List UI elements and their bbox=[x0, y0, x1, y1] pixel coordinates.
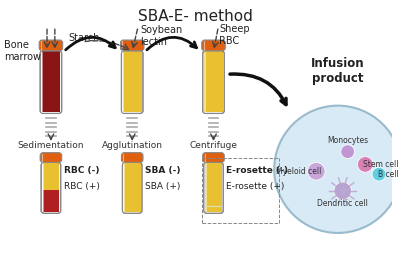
FancyBboxPatch shape bbox=[122, 51, 143, 113]
Circle shape bbox=[358, 157, 373, 172]
Bar bbox=[204, 51, 223, 113]
Text: Stem cell: Stem cell bbox=[363, 160, 399, 169]
FancyBboxPatch shape bbox=[122, 153, 143, 162]
Text: B cell: B cell bbox=[378, 170, 399, 179]
Circle shape bbox=[308, 162, 325, 180]
FancyBboxPatch shape bbox=[120, 40, 144, 51]
Text: SBA (+): SBA (+) bbox=[145, 181, 180, 191]
Text: RBC (-): RBC (-) bbox=[64, 166, 99, 175]
Bar bbox=[42, 163, 59, 190]
Circle shape bbox=[341, 145, 354, 159]
Text: Sedimentation: Sedimentation bbox=[18, 141, 84, 150]
Text: Bone
marrow: Bone marrow bbox=[4, 40, 41, 62]
Circle shape bbox=[274, 106, 400, 233]
Text: E-rosette (-): E-rosette (-) bbox=[226, 166, 288, 175]
Bar bbox=[42, 51, 60, 113]
Text: Agglutination: Agglutination bbox=[102, 141, 163, 150]
Text: Centrifuge: Centrifuge bbox=[190, 141, 238, 150]
FancyBboxPatch shape bbox=[203, 153, 224, 162]
FancyBboxPatch shape bbox=[41, 162, 61, 213]
Text: Sheep
RBC: Sheep RBC bbox=[219, 24, 250, 46]
Bar bbox=[205, 162, 222, 212]
FancyBboxPatch shape bbox=[203, 51, 224, 113]
Text: Starch: Starch bbox=[68, 33, 100, 43]
Text: Monocytes: Monocytes bbox=[327, 136, 368, 146]
FancyBboxPatch shape bbox=[202, 40, 225, 51]
Bar bbox=[124, 162, 140, 212]
Text: Myeloid cell: Myeloid cell bbox=[276, 167, 321, 176]
FancyBboxPatch shape bbox=[40, 51, 62, 113]
Text: SBA-E- method: SBA-E- method bbox=[138, 9, 253, 24]
Text: E-rosette (+): E-rosette (+) bbox=[226, 181, 284, 191]
Text: SBA (-): SBA (-) bbox=[145, 166, 180, 175]
FancyBboxPatch shape bbox=[122, 162, 142, 213]
Text: Infusion
product: Infusion product bbox=[311, 57, 365, 85]
Text: Dendritic cell: Dendritic cell bbox=[317, 199, 368, 208]
FancyBboxPatch shape bbox=[204, 162, 223, 213]
Text: RBC (+): RBC (+) bbox=[64, 181, 100, 191]
FancyBboxPatch shape bbox=[40, 153, 62, 162]
Circle shape bbox=[372, 167, 386, 181]
Circle shape bbox=[334, 182, 352, 200]
Text: Soybean
lectin: Soybean lectin bbox=[140, 25, 182, 47]
FancyBboxPatch shape bbox=[39, 40, 63, 51]
Bar bbox=[42, 190, 59, 212]
Bar bbox=[123, 51, 142, 113]
